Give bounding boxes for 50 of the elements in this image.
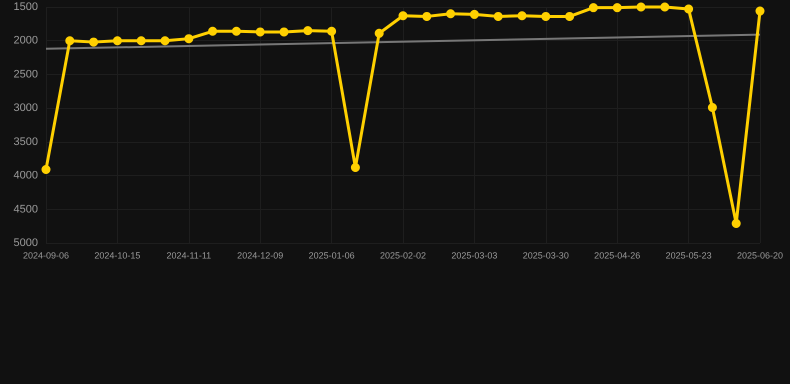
- point: [588, 3, 598, 12]
- y-tick-label: 2500: [14, 68, 38, 80]
- x-tick-label: 2025-03-30: [522, 250, 569, 260]
- x-tick-label: 2025-01-06: [308, 250, 355, 260]
- point: [732, 218, 741, 228]
- point: [350, 162, 360, 172]
- x-tick-label: 2024-09-06: [22, 250, 70, 260]
- point: [636, 2, 646, 12]
- x-tick-label: 2025-05-23: [666, 250, 712, 260]
- point: [208, 26, 218, 36]
- x-tick-label: 2025-03-03: [451, 250, 498, 260]
- x-tick-label: 2025-04-26: [594, 250, 640, 260]
- x-tick-label: 2025-06-20: [736, 250, 784, 260]
- y-tick-label: 4000: [14, 170, 38, 182]
- point: [684, 4, 694, 14]
- point: [398, 11, 408, 20]
- point: [184, 34, 194, 44]
- point: [112, 36, 122, 46]
- point: [518, 11, 526, 20]
- point: [446, 9, 456, 18]
- point: [494, 12, 503, 21]
- point: [65, 36, 74, 46]
- y-tick-label: 5000: [14, 237, 38, 249]
- point: [89, 38, 98, 47]
- point: [136, 36, 146, 46]
- point: [541, 12, 550, 21]
- point: [327, 26, 336, 36]
- point: [160, 36, 170, 46]
- x-tick-label: 2024-12-09: [237, 250, 284, 260]
- point: [565, 12, 574, 21]
- point: [612, 3, 622, 12]
- x-tick-label: 2024-10-15: [94, 250, 140, 260]
- point: [470, 10, 479, 19]
- point: [708, 102, 717, 112]
- y-tick-label: 1500: [14, 1, 38, 13]
- point: [756, 6, 764, 16]
- point: [232, 26, 241, 36]
- point: [256, 27, 265, 36]
- point: [303, 26, 312, 36]
- point: [280, 27, 288, 36]
- point: [42, 165, 50, 174]
- y-tick-label: 2000: [14, 34, 38, 47]
- y-tick-label: 3500: [14, 136, 38, 148]
- point: [374, 28, 384, 38]
- x-tick-label: 2024-11-11: [166, 250, 212, 260]
- point: [422, 12, 432, 21]
- x-tick-label: 2025-02-02: [380, 250, 426, 260]
- y-tick-label: 4500: [14, 203, 38, 216]
- y-tick-label: 3000: [14, 102, 38, 114]
- point: [660, 2, 670, 12]
